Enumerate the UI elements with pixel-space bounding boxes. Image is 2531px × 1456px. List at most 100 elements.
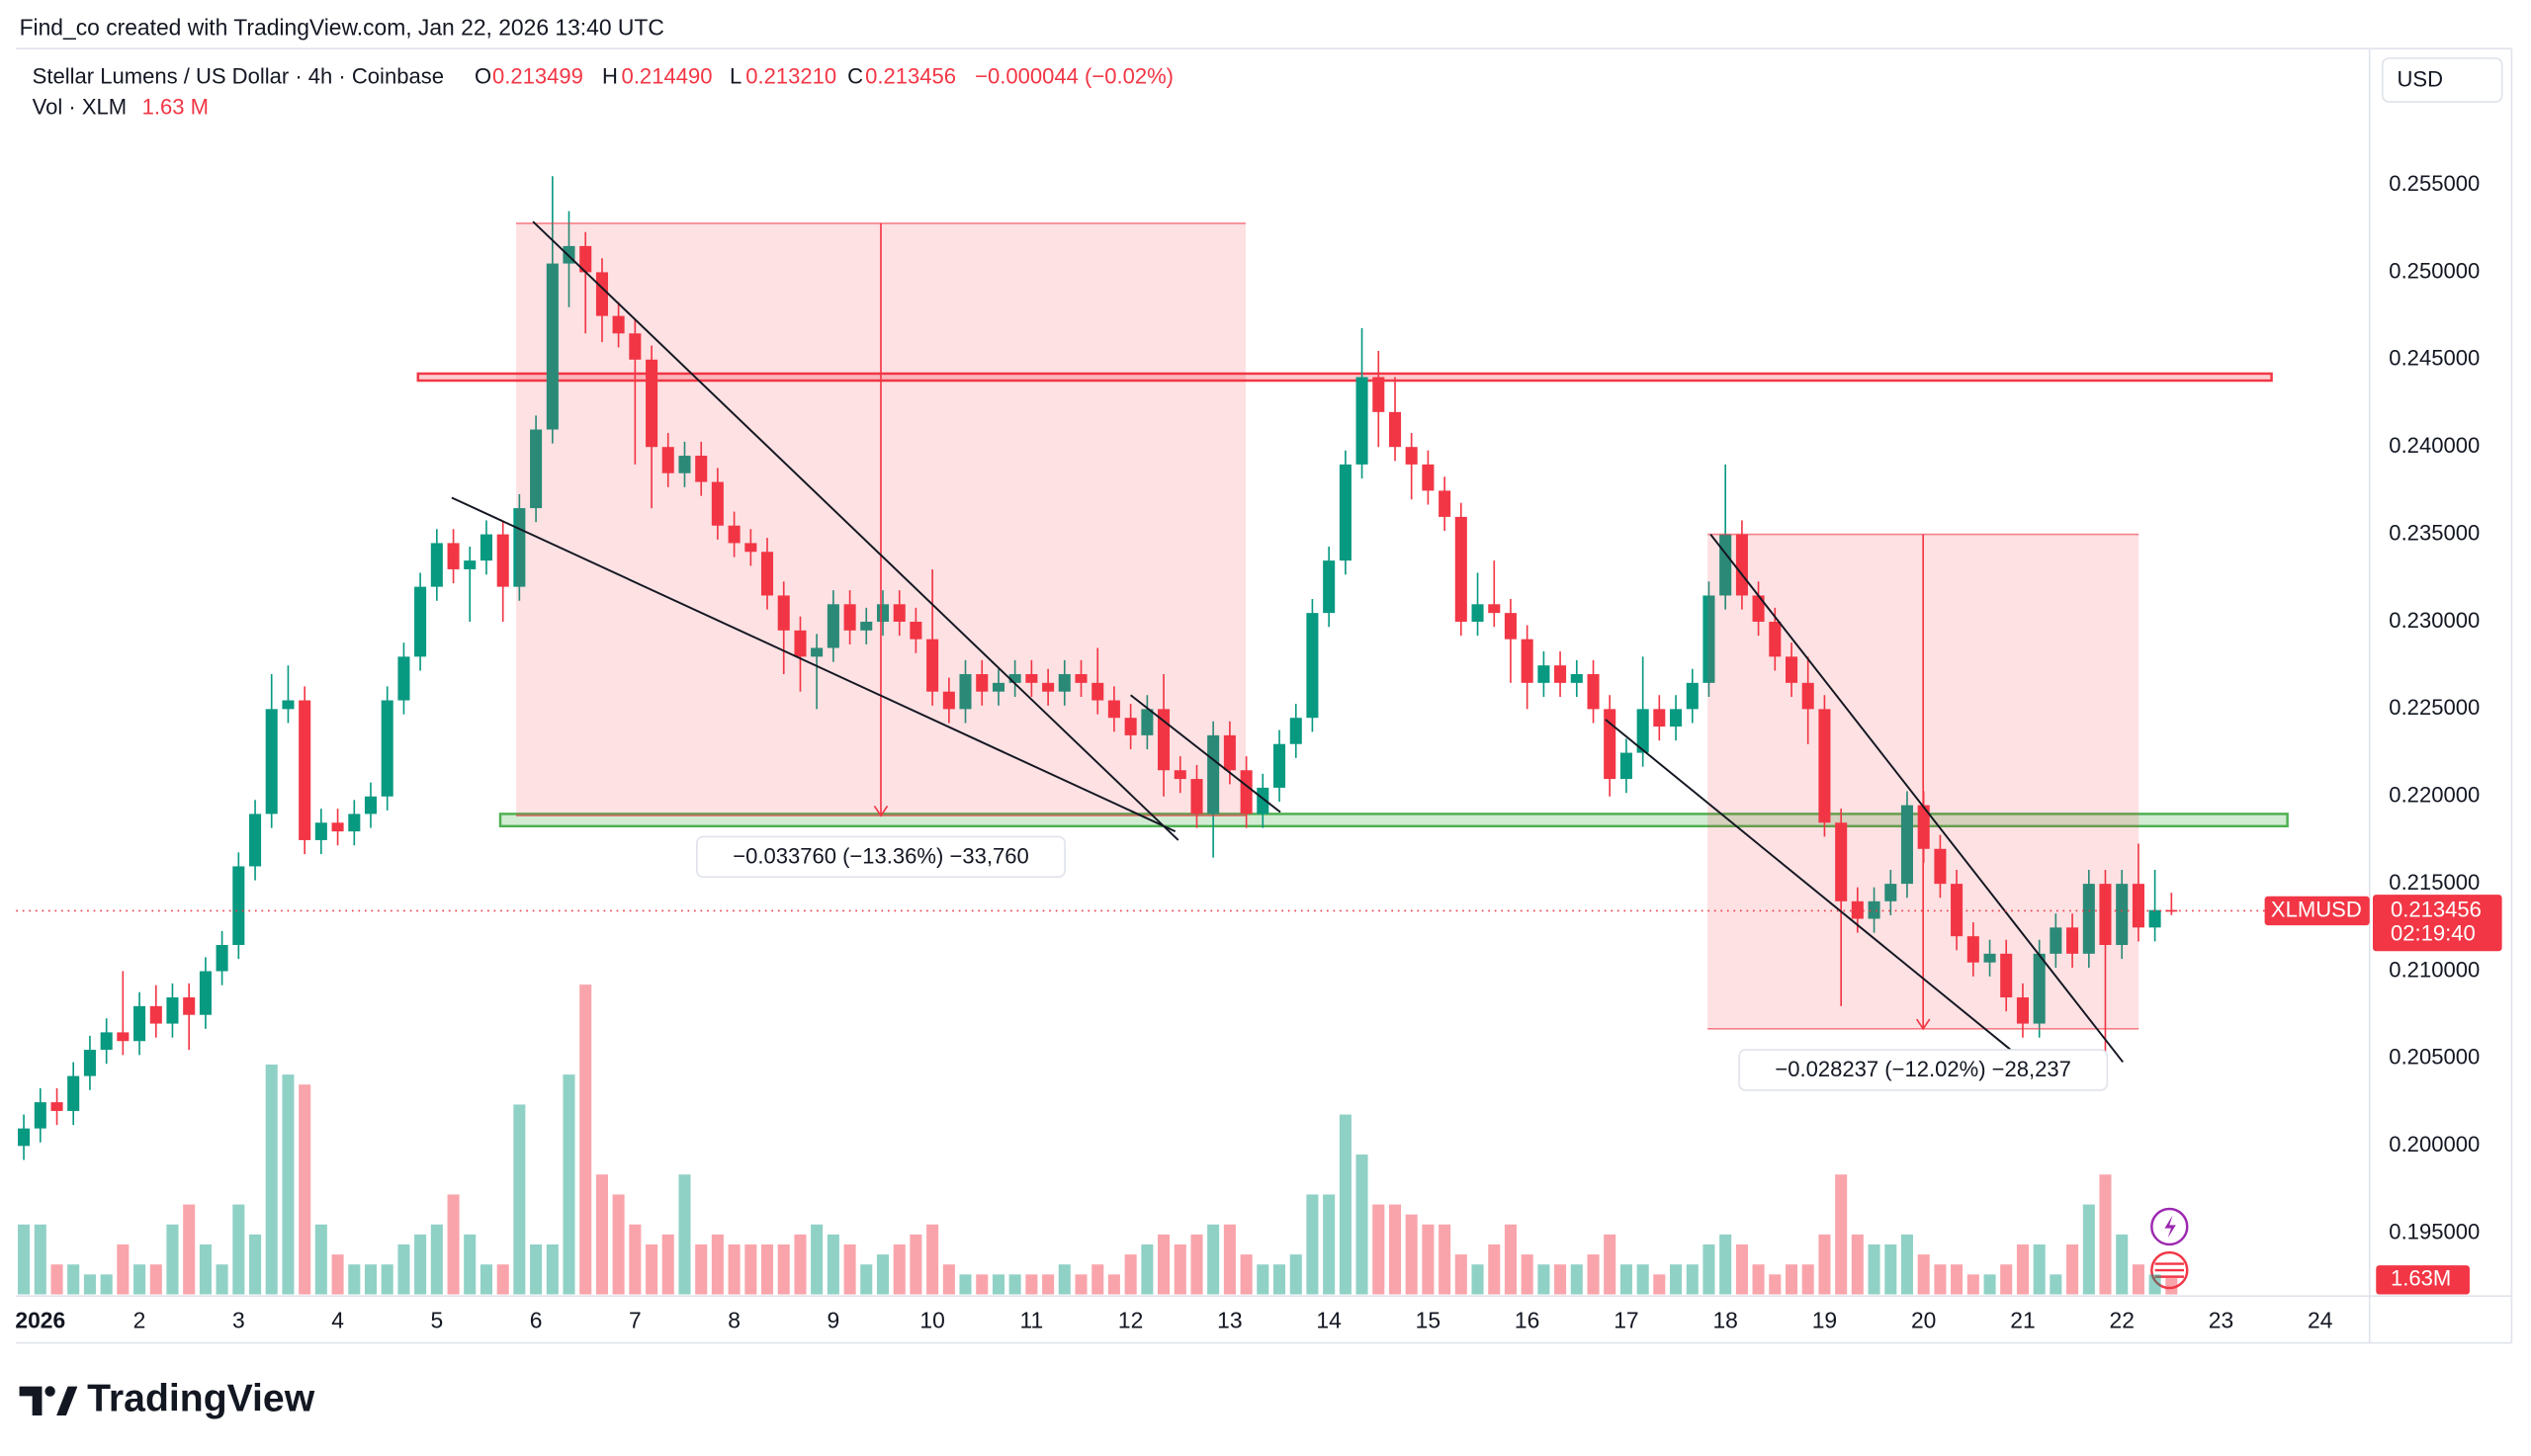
volume-bar [1124, 1254, 1137, 1295]
candle-body [183, 997, 196, 1015]
y-tick-label: 0.240000 [2389, 433, 2480, 458]
volume-bar [1735, 1244, 1748, 1295]
volume-bar [744, 1244, 757, 1295]
volume-bar [1570, 1264, 1583, 1295]
x-tick-label: 12 [1118, 1307, 1143, 1332]
candle-body [149, 1005, 162, 1024]
volume-bar [1951, 1264, 1964, 1295]
volume-bar [2148, 1274, 2161, 1295]
candle-body [1355, 377, 1368, 465]
volume-bar [1257, 1264, 1269, 1295]
volume-bar [1835, 1174, 1848, 1295]
volume-bar [2066, 1244, 2079, 1295]
volume-bar [1422, 1224, 1435, 1295]
volume-bar [282, 1074, 295, 1295]
volume-tag-label: 1.63M [2391, 1266, 2451, 1291]
currency[interactable]: USD [2397, 67, 2443, 92]
volume-bar [976, 1274, 989, 1295]
candle-body [910, 621, 922, 640]
measure-arrow-head [873, 805, 889, 817]
candle-body [100, 1032, 113, 1051]
candle-body [1966, 936, 1979, 963]
x-tick-label: 22 [2109, 1307, 2134, 1332]
volume-bar [661, 1234, 674, 1295]
candle-body [1653, 709, 1666, 728]
volume-bar [1537, 1264, 1550, 1295]
candle-body [2165, 909, 2178, 912]
volume-bar [563, 1074, 575, 1295]
volume-bar [1619, 1264, 1632, 1295]
candle-body [1405, 447, 1418, 465]
volume-bar [992, 1274, 1005, 1295]
volume-bar [728, 1244, 741, 1295]
volume-bar [1868, 1244, 1880, 1295]
volume-bar [1355, 1154, 1368, 1295]
volume-bar [1471, 1264, 1484, 1295]
candle-body [976, 674, 989, 692]
volume-bar [1240, 1254, 1253, 1295]
volume-bar [34, 1224, 46, 1295]
volume-bar [216, 1264, 228, 1295]
candle-body [1537, 665, 1550, 683]
volume-bar [1339, 1114, 1352, 1295]
volume-title: Vol · XLM [33, 94, 128, 119]
volume-bar [1025, 1274, 1038, 1295]
candle-body [926, 639, 939, 692]
legend-o-value: 0.213499 [492, 63, 583, 88]
candle-body [1223, 734, 1236, 771]
volume-bar [595, 1174, 608, 1295]
x-tick-label: 5 [430, 1307, 443, 1332]
volume-bar [530, 1244, 543, 1295]
volume-bar [100, 1274, 113, 1295]
y-tick-label: 0.215000 [2389, 870, 2480, 895]
volume-bar [926, 1224, 939, 1295]
candle-body [2132, 884, 2144, 928]
candle-body [546, 263, 559, 430]
candle-body [1124, 718, 1137, 735]
candle-body [1272, 743, 1286, 788]
candle-body [2000, 953, 2013, 998]
candle-body [299, 700, 311, 840]
candle-body [1240, 770, 1253, 814]
x-tick-label: 7 [629, 1307, 642, 1332]
candle-body [447, 543, 460, 569]
volume-bar [397, 1244, 410, 1295]
volume-bar [67, 1264, 80, 1295]
legend-change: −0.000044 (−0.02%) [975, 63, 1174, 88]
volume-bar [1966, 1274, 1979, 1295]
candle-body [2016, 997, 2029, 1024]
y-tick-label: 0.235000 [2389, 520, 2480, 545]
volume-bar [2165, 1278, 2178, 1295]
volume-bar [117, 1244, 130, 1295]
candle-body [381, 700, 393, 797]
y-tick-label: 0.230000 [2389, 608, 2480, 633]
credit: Find_co created with TradingView.com, Ja… [20, 15, 664, 41]
candle-body [117, 1032, 130, 1042]
volume-bar [1223, 1224, 1236, 1295]
candle-body [1554, 665, 1567, 683]
volume-bar [1686, 1264, 1699, 1295]
legend-title: Stellar Lumens / US Dollar · 4h · Coinba… [33, 63, 444, 88]
candle-body [1388, 411, 1402, 448]
candle-body [67, 1075, 80, 1111]
x-tick-label: 19 [1812, 1307, 1837, 1332]
trendline [451, 496, 1177, 832]
y-tick-label: 0.225000 [2389, 695, 2480, 720]
volume-bar [893, 1244, 906, 1295]
candle-body [2082, 884, 2095, 954]
x-tick-label: 23 [2209, 1307, 2233, 1332]
candle-body [464, 560, 477, 569]
candle-body [1786, 656, 1798, 683]
candle-body [612, 315, 625, 334]
volume-bar [1604, 1234, 1616, 1295]
candle-body [530, 429, 543, 509]
measure-label: −0.028237 (−12.02%) −28,237 [1775, 1057, 2071, 1081]
x-tick-label: 8 [728, 1307, 741, 1332]
candle-body [744, 543, 757, 553]
candle-body [1900, 805, 1913, 885]
volume-bar [480, 1264, 492, 1295]
y-tick-label: 0.195000 [2389, 1220, 2480, 1244]
candle-body [1190, 779, 1203, 814]
currency-box[interactable] [2381, 57, 2503, 103]
volume-bar [2082, 1204, 2095, 1295]
